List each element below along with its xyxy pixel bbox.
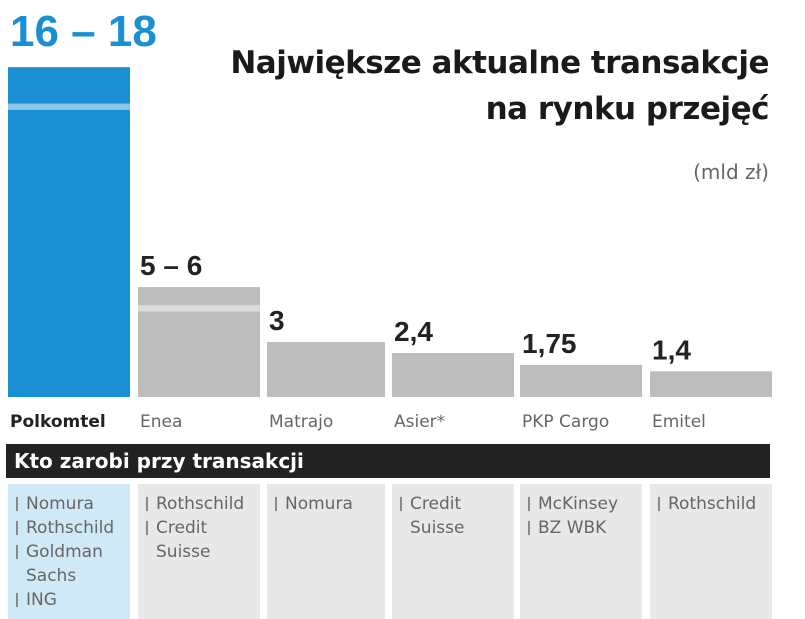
advisors-column-4: McKinsey BZ WBK <box>520 484 642 619</box>
advisors-header: Kto zarobi przy transakcji <box>6 444 770 478</box>
value-label-2: 3 <box>269 305 285 336</box>
advisor-item: McKinsey <box>526 492 636 516</box>
advisor-item: Nomura <box>273 492 379 516</box>
category-label-3: Asier* <box>394 412 445 432</box>
advisor-item: Rothschild <box>14 516 124 540</box>
advisors-column-5: Rothschild <box>650 484 772 619</box>
bar-range-1 <box>138 287 260 306</box>
advisor-item: BZ WBK <box>526 516 636 540</box>
bar-range-0 <box>8 67 130 104</box>
advisor-item: Rothschild <box>656 492 766 516</box>
advisor-item: Nomura <box>14 492 124 516</box>
advisor-item: Credit Suisse <box>144 516 254 564</box>
value-label-4: 1,75 <box>522 328 577 359</box>
advisors-column-0: Nomura Rothschild Goldman Sachs ING <box>8 484 130 619</box>
bar-range-separator-0 <box>8 103 130 110</box>
category-label-1: Enea <box>140 412 182 432</box>
advisor-item: Credit Suisse <box>398 492 508 540</box>
bar-3 <box>392 353 514 397</box>
chart-title: Największe aktualne transakcje na rynku … <box>230 40 769 132</box>
advisor-item: ING <box>14 588 124 612</box>
advisor-item: Rothschild <box>144 492 254 516</box>
bar-1 <box>138 311 260 397</box>
bar-range-separator-1 <box>138 305 260 312</box>
category-label-5: Emitel <box>652 412 706 432</box>
chart-title-line-2: na rynku przejęć <box>485 91 770 127</box>
chart-title-line-1: Największe aktualne transakcje <box>230 45 769 81</box>
bar-2 <box>267 342 385 397</box>
bar-chart: 16 – 18 Polkomtel 5 – 6 Enea 3 Matrajo 2,4 Asie… <box>8 7 772 432</box>
value-label-0: 16 – 18 <box>10 7 157 56</box>
bar-5 <box>650 371 772 397</box>
category-label-4: PKP Cargo <box>522 412 609 432</box>
bar-0 <box>8 109 130 397</box>
unit-label: (mld zł) <box>693 160 769 184</box>
category-label-0: Polkomtel <box>10 412 106 432</box>
advisor-item: Goldman Sachs <box>14 540 124 588</box>
advisors-table: Nomura Rothschild Goldman Sachs ING Rothschi… <box>0 484 805 619</box>
category-label-2: Matrajo <box>269 412 333 432</box>
bar-4 <box>520 364 642 397</box>
value-label-5: 1,4 <box>652 334 691 365</box>
value-label-1: 5 – 6 <box>140 250 202 281</box>
advisors-column-2: Nomura <box>267 484 385 619</box>
advisors-column-3: Credit Suisse <box>392 484 514 619</box>
value-label-3: 2,4 <box>394 316 433 347</box>
advisors-column-1: Rothschild Credit Suisse <box>138 484 260 619</box>
